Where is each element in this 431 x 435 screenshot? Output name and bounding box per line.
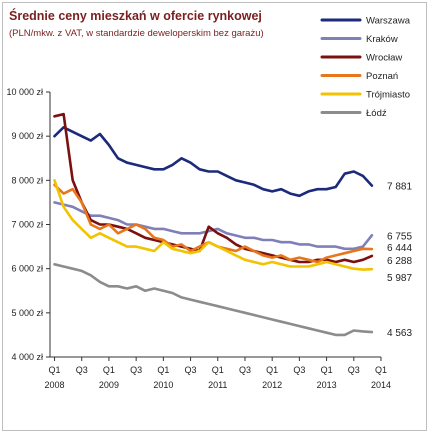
y-tick-label: 5 000 zł [11,308,43,318]
y-tick-label: 4 000 zł [11,352,43,362]
x-tick-quarter: Q1 [321,365,333,375]
end-value-label: 6 444 [387,243,412,254]
y-tick-label: 9 000 zł [11,131,43,141]
end-value-label: 4 563 [387,328,412,339]
legend-label: Wrocław [366,53,402,64]
y-tick-label: 10 000 zł [6,87,43,97]
legend-label: Trójmiasto [366,90,410,101]
chart-subtitle: (PLN/mkw. z VAT, w standardzie deweloper… [9,28,264,39]
x-tick-quarter: Q1 [103,365,115,375]
x-tick-quarter: Q3 [130,365,142,375]
end-value-label: 5 987 [387,273,412,284]
end-value-label: 7 881 [387,182,412,193]
x-tick-quarter: Q3 [239,365,251,375]
end-value-label: 6 288 [387,256,412,267]
x-tick-year: 2010 [153,380,173,390]
chart-title: Średnie ceny mieszkań w ofercie rynkowej [9,9,262,23]
end-value-label: 6 755 [387,231,412,242]
x-tick-quarter: Q1 [49,365,61,375]
x-tick-quarter: Q1 [266,365,278,375]
x-tick-year: 2009 [99,380,119,390]
chart-frame [2,2,427,431]
legend-label: Łódź [366,108,387,119]
y-tick-label: 8 000 zł [11,175,43,185]
legend-label: Kraków [366,34,398,45]
x-tick-quarter: Q3 [185,365,197,375]
x-tick-quarter: Q1 [157,365,169,375]
x-tick-year: 2012 [262,380,282,390]
legend-label: Warszawa [366,16,411,27]
x-tick-year: 2008 [45,380,65,390]
legend-label: Poznań [366,71,398,82]
x-tick-quarter: Q1 [375,365,387,375]
series-line-5 [53,179,374,271]
series-line-6 [53,263,374,337]
x-tick-quarter: Q3 [348,365,360,375]
x-tick-quarter: Q3 [76,365,88,375]
x-tick-year: 2013 [317,380,337,390]
x-tick-quarter: Q3 [293,365,305,375]
y-tick-label: 7 000 zł [11,220,43,230]
x-tick-year: 2011 [208,380,227,390]
series-line-1 [53,126,374,198]
x-tick-quarter: Q1 [212,365,224,375]
x-tick-year: 2014 [371,380,391,390]
y-tick-label: 6 000 zł [11,264,43,274]
